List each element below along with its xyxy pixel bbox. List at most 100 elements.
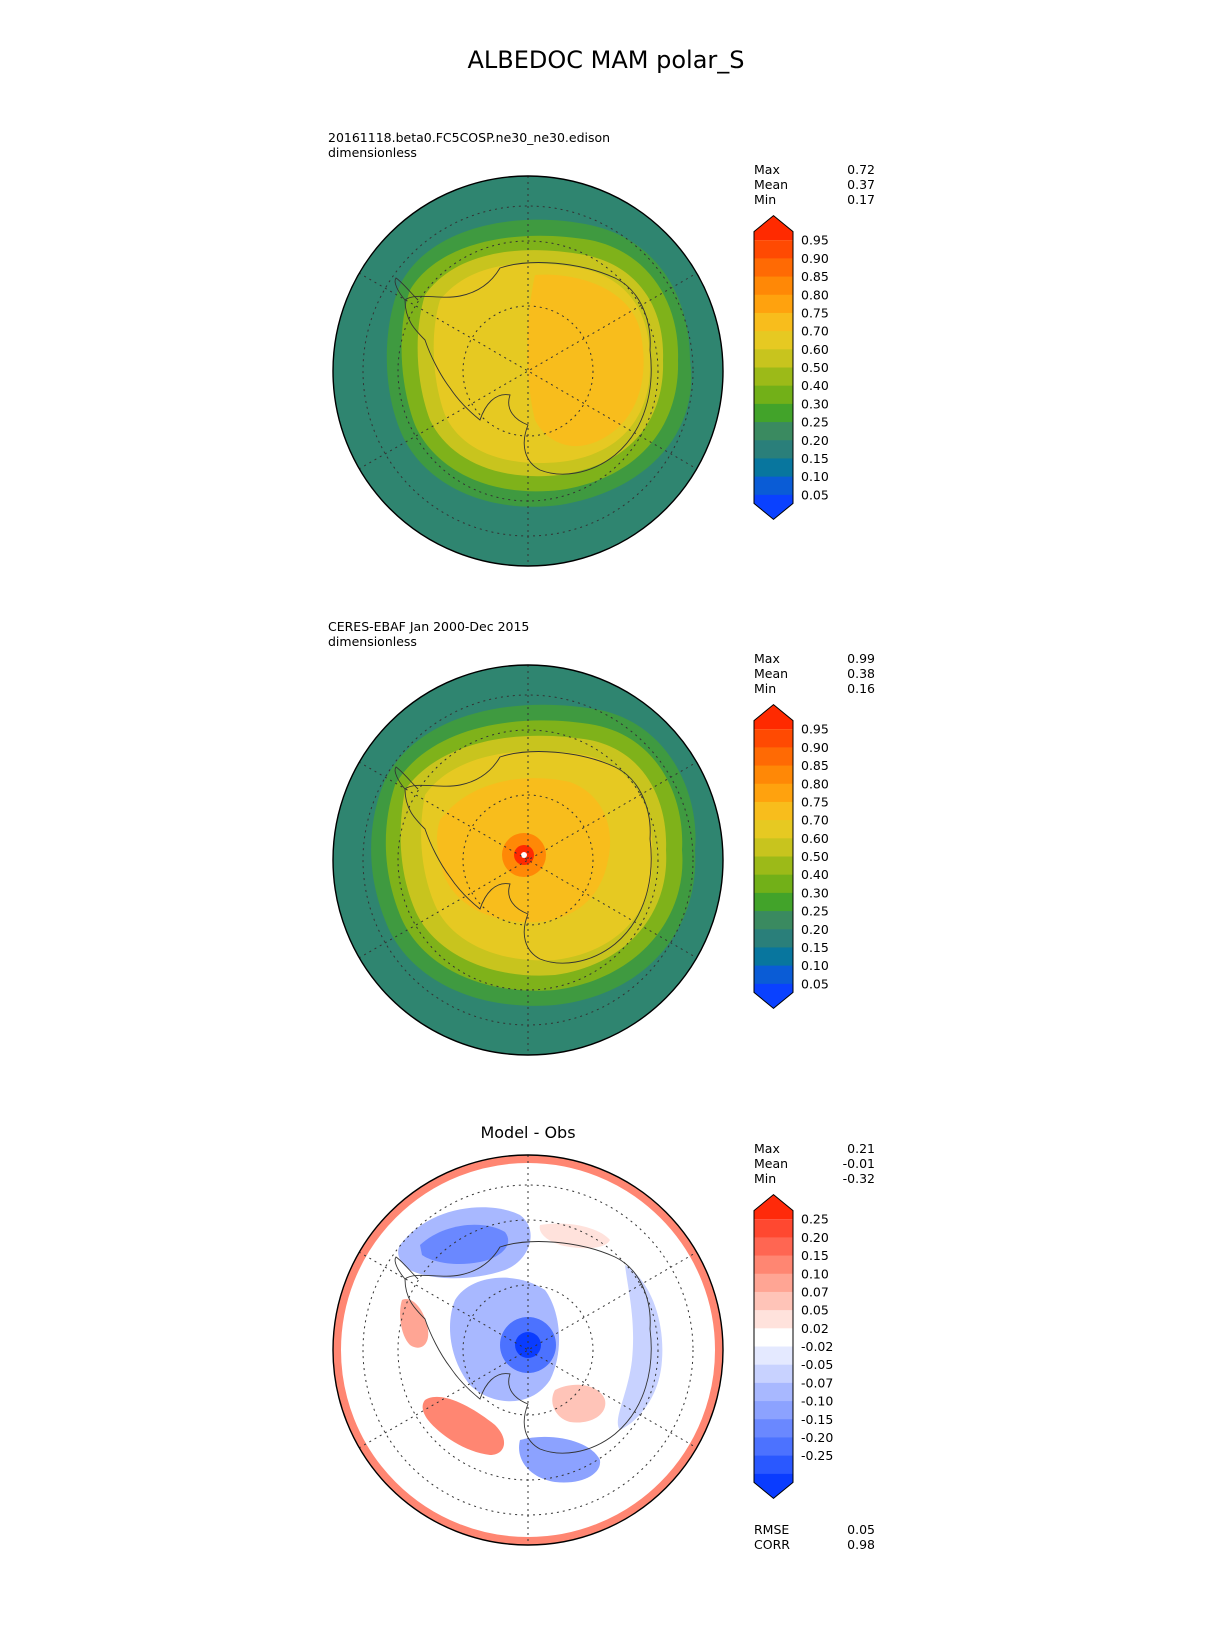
colorbar-tick-label: 0.80 <box>801 776 829 791</box>
panel-label-line2: dimensionless <box>328 145 417 160</box>
map-contour-ross-positive <box>422 1396 505 1455</box>
colorbar-tick-label: 0.75 <box>801 305 829 320</box>
colorbar-tick-label: 0.10 <box>801 469 829 484</box>
colorbar-tick-label: 0.95 <box>801 233 829 248</box>
map-coastline <box>404 1241 652 1454</box>
stat-value-corr: 0.98 <box>847 1537 875 1552</box>
stats-block: Max 0.21 Mean -0.01 Min -0.32 <box>754 1141 875 1186</box>
colorbar-tick-label: 0.20 <box>801 1230 829 1245</box>
map-contour-east-ring-negative <box>617 1265 663 1430</box>
colorbar-swatch <box>754 422 793 441</box>
colorbar-swatch <box>754 704 793 730</box>
colorbar-tick-label: -0.25 <box>801 1448 833 1463</box>
colorbar-tick-label: -0.15 <box>801 1412 833 1427</box>
colorbar-outline <box>753 1193 794 1500</box>
map-contour-pole-center <box>521 852 527 858</box>
colorbar-tick-label: 0.30 <box>801 885 829 900</box>
colorbar-swatch <box>754 276 793 296</box>
colorbar-tick-label: 0.10 <box>801 1266 829 1281</box>
colorbar-swatch <box>754 856 793 876</box>
colorbar-swatch <box>754 331 793 350</box>
colorbar-tick-label: -0.20 <box>801 1430 833 1445</box>
stat-label-mean: Mean <box>754 177 788 192</box>
colorbar-outline <box>753 214 794 521</box>
colorbar-swatch <box>754 947 793 967</box>
stat-value-max: 0.21 <box>847 1141 875 1156</box>
colorbar-swatch <box>754 747 793 767</box>
colorbar-swatch <box>754 215 793 241</box>
colorbar-swatch <box>754 929 793 948</box>
stat-label-corr: CORR <box>754 1537 790 1552</box>
colorbar-tick-label: 0.50 <box>801 360 829 375</box>
stat-value-min: -0.32 <box>843 1171 875 1186</box>
colorbar-swatch <box>754 729 793 748</box>
colorbar-tick-label: 0.07 <box>801 1284 829 1299</box>
map-coastline <box>404 262 652 475</box>
colorbar: 0.25 0.20 0.15 0.10 0.07 0.05 0.02 -0.02 -0.05 -0… <box>753 1193 833 1500</box>
colorbar-swatch <box>754 801 793 821</box>
colorbar-tick-label: -0.10 <box>801 1394 833 1409</box>
colorbar-tick-label: 0.15 <box>801 940 829 955</box>
stat-label-mean: Mean <box>754 1156 788 1171</box>
colorbar-tick-label: 0.05 <box>801 1303 829 1318</box>
colorbar-tick-label: 0.25 <box>801 1212 829 1227</box>
colorbar-tick-label: 0.70 <box>801 324 829 339</box>
stat-label-min: Min <box>754 192 776 207</box>
stat-label-min: Min <box>754 681 776 696</box>
map-coastline-peninsula <box>394 277 419 301</box>
colorbar-tick-label: 0.15 <box>801 451 829 466</box>
colorbar-swatch <box>754 385 793 405</box>
colorbar-swatch <box>754 1437 793 1457</box>
colorbar-swatch <box>754 1473 793 1499</box>
map-border <box>332 175 724 567</box>
colorbar-swatch <box>754 312 793 332</box>
stat-label-rmse: RMSE <box>754 1522 789 1537</box>
map-border <box>332 1154 724 1546</box>
colorbar-swatch <box>754 874 793 894</box>
stat-value-rmse: 0.05 <box>847 1522 875 1537</box>
colorbar-tick-label: 0.70 <box>801 813 829 828</box>
colorbar-swatch <box>754 1255 793 1275</box>
panel-model: 20161118.beta0.FC5COSP.ne30_ne30.edison … <box>328 130 875 567</box>
colorbar-swatch <box>754 783 793 803</box>
colorbar-swatch <box>754 1401 793 1420</box>
colorbar-tick-label: 0.50 <box>801 849 829 864</box>
panel-label-line2: dimensionless <box>328 634 417 649</box>
stats-block: Max 0.99 Mean 0.38 Min 0.16 <box>754 651 875 696</box>
panel-obs: CERES-EBAF Jan 2000-Dec 2015 dimensionle… <box>328 619 875 1056</box>
colorbar-tick-label: 0.25 <box>801 415 829 430</box>
map-contour-pole-min <box>515 1332 541 1358</box>
stat-label-max: Max <box>754 651 780 666</box>
colorbar-tick-label: 0.90 <box>801 251 829 266</box>
colorbar-swatch <box>754 440 793 459</box>
colorbar-swatch <box>754 240 793 259</box>
colorbar-tick-label: 0.40 <box>801 378 829 393</box>
stat-value-min: 0.17 <box>847 192 875 207</box>
stat-label-mean: Mean <box>754 666 788 681</box>
colorbar-swatch <box>754 892 793 912</box>
colorbar-swatch <box>754 838 793 857</box>
colorbar-tick-label: 0.05 <box>801 976 829 991</box>
colorbar-swatch <box>754 1219 793 1238</box>
colorbar-tick-label: 0.95 <box>801 722 829 737</box>
colorbar-tick-label: 0.40 <box>801 867 829 882</box>
panel-label-line1: CERES-EBAF Jan 2000-Dec 2015 <box>328 619 529 634</box>
map-contour-plateau <box>527 274 644 447</box>
colorbar-tick-label: 0.60 <box>801 342 829 357</box>
colorbar: 0.95 0.90 0.85 0.80 0.75 0.70 0.60 0.50 0.40 0.30… <box>753 214 829 521</box>
stat-value-mean: -0.01 <box>843 1156 875 1171</box>
polar-map <box>332 664 724 1056</box>
figure-title: ALBEDOC MAM polar_S <box>467 46 744 74</box>
stat-value-mean: 0.38 <box>847 666 875 681</box>
colorbar-tick-label: 0.85 <box>801 758 829 773</box>
colorbar-swatch <box>754 1346 793 1366</box>
stat-value-max: 0.99 <box>847 651 875 666</box>
colorbar-swatch <box>754 403 793 423</box>
stat-value-mean: 0.37 <box>847 177 875 192</box>
colorbar-swatch <box>754 294 793 314</box>
colorbar: 0.95 0.90 0.85 0.80 0.75 0.70 0.60 0.50 0.40 0.30… <box>753 703 829 1010</box>
colorbar-outline <box>753 703 794 1010</box>
colorbar-tick-label: 0.25 <box>801 904 829 919</box>
colorbar-swatch <box>754 1310 793 1329</box>
